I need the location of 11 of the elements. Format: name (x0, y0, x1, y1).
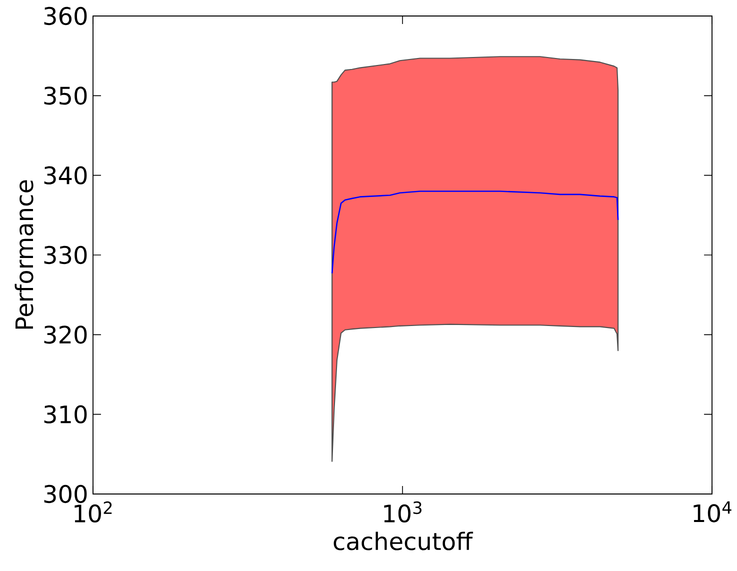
x-tick-label: 10$^{3}$ (384, 501, 422, 523)
x-axis-title: cachecutoff (334, 532, 474, 550)
x-tick-label: 10$^{4}$ (694, 501, 732, 522)
y-tick-label: 350 (44, 86, 87, 105)
y-tick-label: 300 (44, 484, 87, 504)
y-tick-label: 330 (44, 246, 87, 264)
y-axis-title: Performance (14, 180, 34, 329)
y-tick-label: 360 (44, 6, 87, 26)
y-tick-label: 320 (44, 326, 87, 344)
y-tick-label: 310 (44, 405, 87, 424)
y-tick-label: 340 (44, 166, 87, 184)
